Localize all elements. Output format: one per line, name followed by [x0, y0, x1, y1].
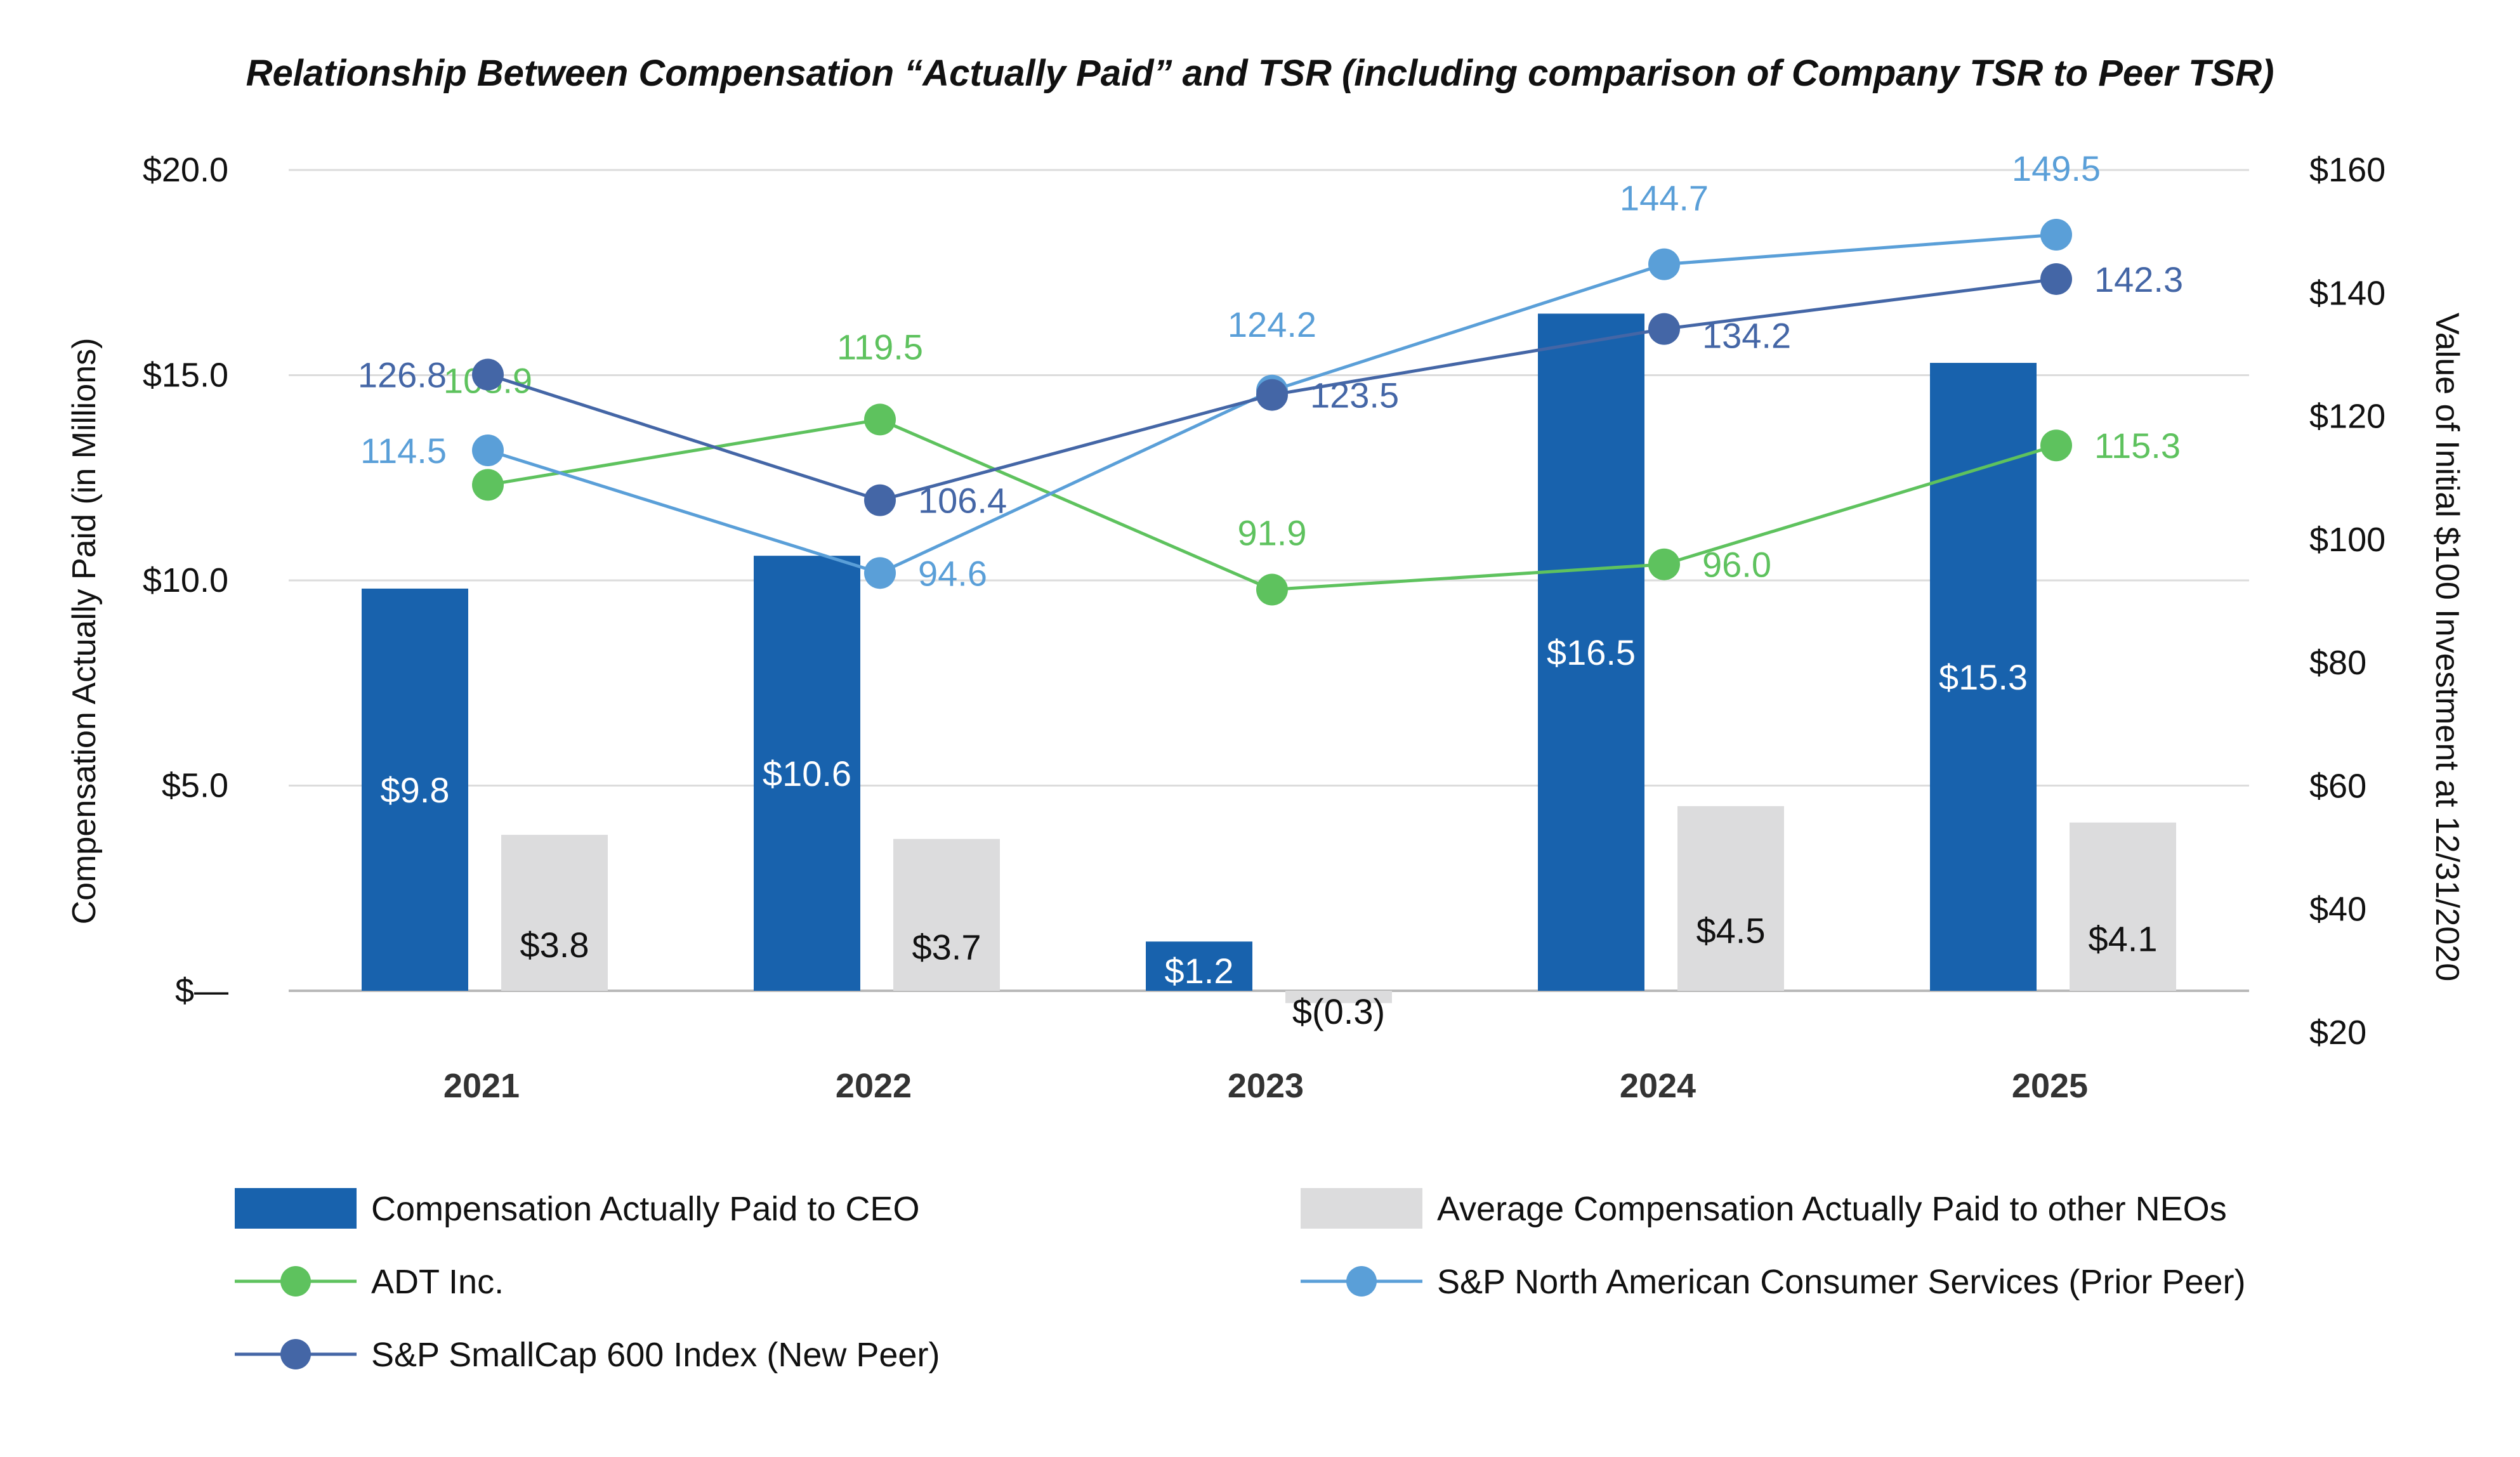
bar-value-label: $1.2 [1165, 951, 1234, 991]
left-tick-label: $15.0 [143, 356, 228, 395]
left-tick-label: $— [175, 972, 228, 1010]
bar-value-label: $10.6 [763, 754, 851, 794]
neo-bar [893, 839, 1000, 991]
new-peer-value-label: 142.3 [2094, 259, 2183, 299]
bar-value-label: $9.8 [381, 770, 450, 810]
adt-value-label: 119.5 [837, 327, 923, 367]
neo-bar [2070, 822, 2176, 991]
ceo-bar [1146, 941, 1252, 991]
new-peer-value-label: 123.5 [1310, 376, 1399, 415]
new-peer-value-label: 126.8 [358, 355, 447, 395]
left-tick-label: $5.0 [162, 767, 228, 805]
new-peer-marker [864, 484, 896, 516]
legend-swatch [235, 1188, 357, 1229]
x-tick-label: 2025 [2012, 1067, 2088, 1105]
prior-peer-value-label: 114.5 [360, 431, 447, 471]
legend-marker [280, 1266, 311, 1297]
adt-line [487, 417, 2057, 592]
adt-value-label: 115.3 [2094, 426, 2181, 466]
right-axis-title: Value of Initial $100 Investment at 12/3… [2429, 313, 2465, 981]
neo-bar [501, 835, 608, 991]
new-peer-marker [1648, 313, 1680, 345]
legend-label: Compensation Actually Paid to CEO [371, 1190, 919, 1228]
adt-marker [864, 403, 896, 436]
right-tick-label: $120 [2309, 398, 2385, 436]
new-peer-marker [1256, 379, 1288, 411]
right-tick-label: $40 [2309, 891, 2366, 929]
legend-label: S&P North American Consumer Services (Pr… [1437, 1263, 2245, 1301]
prior-peer-marker [472, 434, 504, 466]
right-tick-label: $60 [2309, 767, 2366, 805]
bar-value-label: $3.8 [520, 925, 589, 965]
bars: $9.8 $10.6 $1.2 $16.5 $15.3 $3.8 $3.7 $(0.3) $4.… [362, 313, 2176, 1031]
new-peer-value-label: 106.4 [918, 481, 1007, 521]
right-tick-label: $100 [2309, 521, 2385, 559]
left-tick-label: $20.0 [143, 151, 228, 189]
x-tick-label: 2024 [1620, 1067, 1696, 1105]
neo-bar [1677, 806, 1784, 991]
chart-title: Relationship Between Compensation “Actua… [246, 53, 2274, 94]
prior-peer-marker [864, 557, 896, 589]
bar-value-label: $16.5 [1547, 632, 1636, 672]
x-tick-label: 2021 [443, 1067, 520, 1105]
prior-peer-value-label: 124.2 [1228, 304, 1316, 344]
ceo-bar [362, 588, 468, 991]
axes: $— $5.0 $10.0 $15.0 $20.0 $20 $40 $60 $80 $100 $12… [143, 151, 2385, 1105]
legend: Compensation Actually Paid to CEO Average… [235, 1188, 2245, 1374]
lines: 108.9119.591.996.0115.3114.594.6124.2144… [358, 148, 2183, 606]
bar-value-label: $15.3 [1939, 657, 2028, 697]
new-peer-value-label: 134.2 [1702, 316, 1791, 356]
adt-marker [1256, 573, 1288, 606]
prior-peer-marker [2040, 219, 2072, 251]
legend-marker [1346, 1266, 1377, 1297]
right-tick-label: $160 [2309, 151, 2385, 189]
legend-swatch [1301, 1188, 1422, 1229]
left-axis-title: Compensation Actually Paid (in Millions) [66, 338, 103, 925]
right-tick-label: $20 [2309, 1014, 2366, 1052]
new-peer-marker [472, 358, 504, 391]
bar-value-label: $3.7 [912, 927, 981, 967]
prior-peer-value-label: 149.5 [2012, 148, 2101, 188]
ceo-bar [1538, 313, 1644, 991]
legend-label: S&P SmallCap 600 Index (New Peer) [371, 1336, 940, 1374]
legend-label: ADT Inc. [371, 1263, 504, 1301]
right-tick-label: $80 [2309, 644, 2366, 682]
prior-peer-value-label: 94.6 [918, 553, 987, 593]
neo-bar [1285, 991, 1392, 1003]
adt-marker [1648, 548, 1680, 580]
adt-value-label: 96.0 [1702, 545, 1771, 585]
bar-value-label: $4.5 [1696, 910, 1766, 950]
adt-marker [472, 469, 504, 501]
prior-peer-value-label: 144.7 [1620, 178, 1709, 218]
adt-marker [2040, 429, 2072, 462]
legend-label: Average Compensation Actually Paid to ot… [1437, 1190, 2227, 1228]
legend-marker [280, 1339, 311, 1369]
new-peer-marker [2040, 263, 2072, 295]
adt-value-label: 91.9 [1238, 513, 1307, 553]
bar-value-label: $4.1 [2089, 918, 2158, 958]
left-tick-label: $10.0 [143, 561, 228, 599]
x-tick-label: 2022 [836, 1067, 912, 1105]
right-tick-label: $140 [2309, 274, 2385, 312]
prior-peer-marker [1648, 248, 1680, 280]
x-tick-label: 2023 [1228, 1067, 1304, 1105]
ceo-bar [754, 556, 860, 991]
bar-value-label: $(0.3) [1292, 991, 1385, 1031]
